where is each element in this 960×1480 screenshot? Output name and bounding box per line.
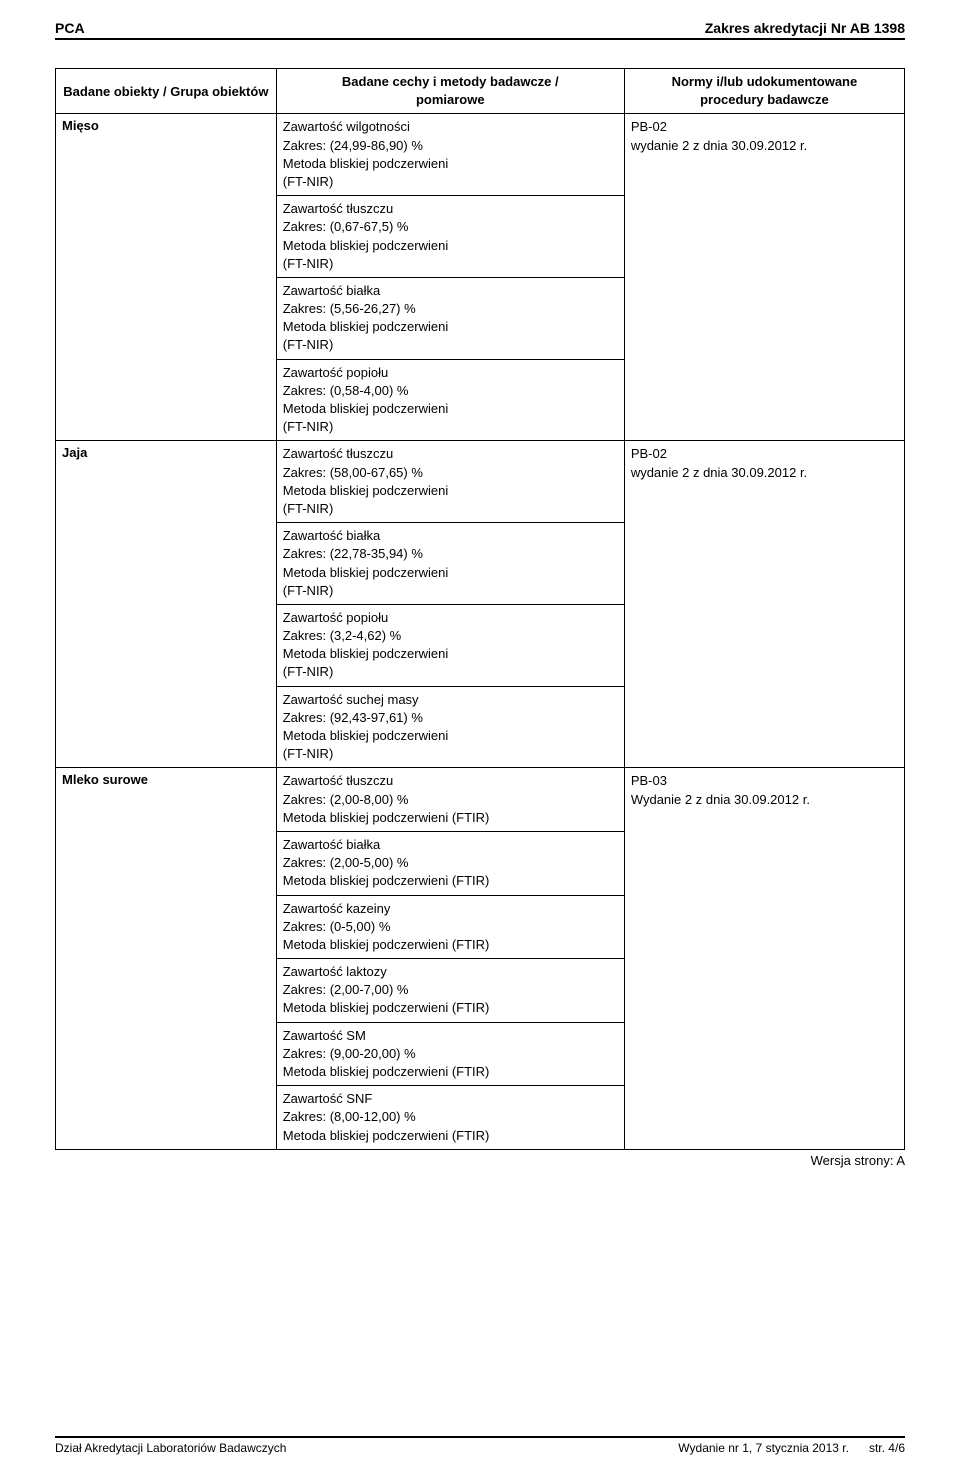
method-cell: Zawartość białkaZakres: (5,56-26,27) %Me… [276,277,624,359]
header-left: PCA [55,20,85,36]
method-line: Zakres: (3,2-4,62) % [283,627,618,645]
norm-line2: wydanie 2 z dnia 30.09.2012 r. [631,137,898,155]
method-cell: Zawartość kazeinyZakres: (0-5,00) %Metod… [276,895,624,959]
method-line: (FT-NIR) [283,336,618,354]
method-line: Zawartość SNF [283,1090,618,1108]
norm-cell: PB-02wydanie 2 z dnia 30.09.2012 r. [624,114,904,441]
table-row: MięsoZawartość wilgotnościZakres: (24,99… [56,114,905,196]
table-header-row: Badane obiekty / Grupa obiektów Badane c… [56,69,905,114]
method-line: Metoda bliskiej podczerwieni [283,645,618,663]
method-cell: Zawartość tłuszczuZakres: (2,00-8,00) %M… [276,768,624,832]
header-col2-line1: Badane cechy i metody badawcze / [283,73,618,91]
method-line: Metoda bliskiej podczerwieni [283,482,618,500]
method-line: Metoda bliskiej podczerwieni (FTIR) [283,1063,618,1081]
method-line: Zakres: (22,78-35,94) % [283,545,618,563]
norm-cell: PB-02wydanie 2 z dnia 30.09.2012 r. [624,441,904,768]
method-line: Zakres: (58,00-67,65) % [283,464,618,482]
method-cell: Zawartość popiołuZakres: (0,58-4,00) %Me… [276,359,624,441]
method-line: (FT-NIR) [283,418,618,436]
method-line: Metoda bliskiej podczerwieni (FTIR) [283,1127,618,1145]
norm-line2: Wydanie 2 z dnia 30.09.2012 r. [631,791,898,809]
header-col3-line1: Normy i/lub udokumentowane [631,73,898,91]
method-line: Zawartość popiołu [283,364,618,382]
method-line: Zawartość białka [283,282,618,300]
method-line: Zakres: (9,00-20,00) % [283,1045,618,1063]
footer-right-1: Wydanie nr 1, 7 stycznia 2013 r. [678,1441,849,1455]
method-line: Zakres: (2,00-8,00) % [283,791,618,809]
method-line: (FT-NIR) [283,663,618,681]
method-cell: Zawartość laktozyZakres: (2,00-7,00) %Me… [276,959,624,1023]
method-line: Zawartość laktozy [283,963,618,981]
version-text: Wersja strony: A [55,1153,905,1168]
method-cell: Zawartość tłuszczuZakres: (0,67-67,5) %M… [276,196,624,278]
method-line: Zakres: (0-5,00) % [283,918,618,936]
method-cell: Zawartość popiołuZakres: (3,2-4,62) %Met… [276,604,624,686]
method-line: Zakres: (24,99-86,90) % [283,137,618,155]
method-line: Metoda bliskiej podczerwieni (FTIR) [283,872,618,890]
method-line: (FT-NIR) [283,745,618,763]
method-line: Zawartość suchej masy [283,691,618,709]
method-cell: Zawartość białkaZakres: (22,78-35,94) %M… [276,523,624,605]
method-line: Zakres: (0,58-4,00) % [283,382,618,400]
footer-right-2: str. 4/6 [869,1441,905,1455]
header-col1: Badane obiekty / Grupa obiektów [56,69,277,114]
method-line: Zakres: (8,00-12,00) % [283,1108,618,1126]
norm-cell: PB-03Wydanie 2 z dnia 30.09.2012 r. [624,768,904,1149]
method-line: Zawartość tłuszczu [283,772,618,790]
method-line: (FT-NIR) [283,173,618,191]
method-line: Zakres: (2,00-5,00) % [283,854,618,872]
method-line: Zawartość SM [283,1027,618,1045]
footer-right: Wydanie nr 1, 7 stycznia 2013 r. str. 4/… [678,1441,905,1455]
page-header: PCA Zakres akredytacji Nr AB 1398 [55,20,905,40]
method-line: Metoda bliskiej podczerwieni (FTIR) [283,999,618,1017]
method-cell: Zawartość tłuszczuZakres: (58,00-67,65) … [276,441,624,523]
method-cell: Zawartość SNFZakres: (8,00-12,00) %Metod… [276,1086,624,1150]
method-cell: Zawartość suchej masyZakres: (92,43-97,6… [276,686,624,768]
object-cell: Mleko surowe [56,768,277,1149]
header-col2-line2: pomiarowe [283,91,618,109]
object-cell: Jaja [56,441,277,768]
method-line: Metoda bliskiej podczerwieni [283,400,618,418]
header-col3-line2: procedury badawcze [631,91,898,109]
method-line: Zawartość popiołu [283,609,618,627]
method-line: Metoda bliskiej podczerwieni (FTIR) [283,809,618,827]
method-line: (FT-NIR) [283,582,618,600]
page-footer: Dział Akredytacji Laboratoriów Badawczyc… [55,1436,905,1455]
method-line: Metoda bliskiej podczerwieni [283,727,618,745]
method-line: Zakres: (5,56-26,27) % [283,300,618,318]
method-line: Zawartość tłuszczu [283,200,618,218]
method-line: Metoda bliskiej podczerwieni [283,318,618,336]
method-cell: Zawartość wilgotnościZakres: (24,99-86,9… [276,114,624,196]
method-cell: Zawartość SMZakres: (9,00-20,00) %Metoda… [276,1022,624,1086]
table-row: JajaZawartość tłuszczuZakres: (58,00-67,… [56,441,905,523]
norm-line1: PB-02 [631,118,898,136]
main-table: Badane obiekty / Grupa obiektów Badane c… [55,68,905,1150]
header-right: Zakres akredytacji Nr AB 1398 [705,20,905,36]
method-line: Metoda bliskiej podczerwieni [283,564,618,582]
method-line: (FT-NIR) [283,255,618,273]
method-line: Zawartość białka [283,836,618,854]
method-line: Zawartość białka [283,527,618,545]
header-col2: Badane cechy i metody badawcze / pomiaro… [276,69,624,114]
method-line: Zawartość wilgotności [283,118,618,136]
method-line: Zawartość kazeiny [283,900,618,918]
norm-line1: PB-03 [631,772,898,790]
method-line: Metoda bliskiej podczerwieni [283,155,618,173]
method-line: Metoda bliskiej podczerwieni (FTIR) [283,936,618,954]
table-row: Mleko suroweZawartość tłuszczuZakres: (2… [56,768,905,832]
method-line: (FT-NIR) [283,500,618,518]
header-col3: Normy i/lub udokumentowane procedury bad… [624,69,904,114]
method-line: Metoda bliskiej podczerwieni [283,237,618,255]
method-line: Zakres: (2,00-7,00) % [283,981,618,999]
norm-line1: PB-02 [631,445,898,463]
norm-line2: wydanie 2 z dnia 30.09.2012 r. [631,464,898,482]
method-line: Zakres: (0,67-67,5) % [283,218,618,236]
method-line: Zawartość tłuszczu [283,445,618,463]
method-line: Zakres: (92,43-97,61) % [283,709,618,727]
footer-left: Dział Akredytacji Laboratoriów Badawczyc… [55,1441,286,1455]
method-cell: Zawartość białkaZakres: (2,00-5,00) %Met… [276,831,624,895]
object-cell: Mięso [56,114,277,441]
